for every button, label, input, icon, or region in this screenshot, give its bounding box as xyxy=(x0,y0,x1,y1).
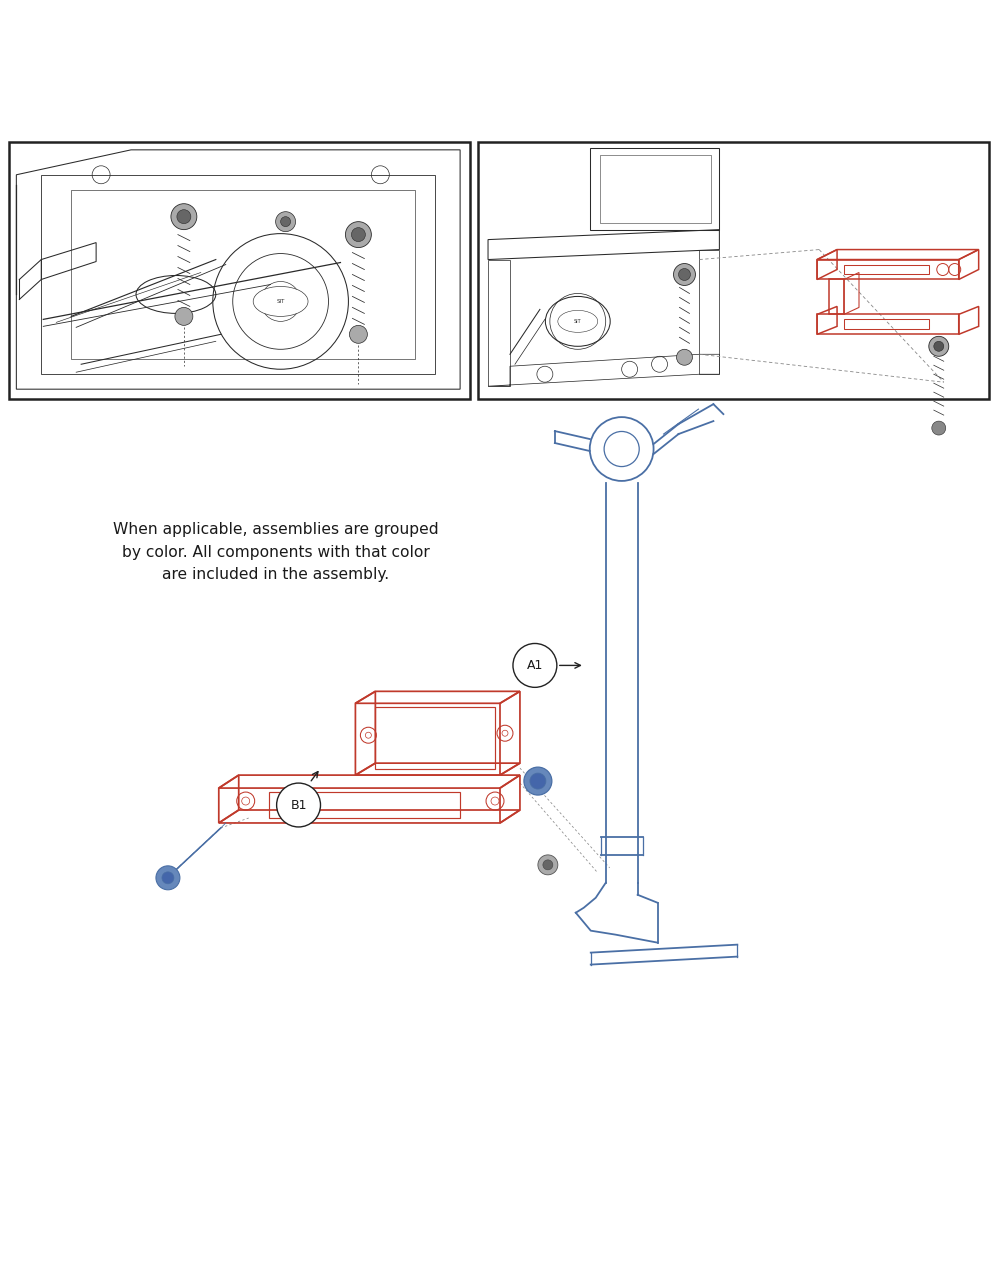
Ellipse shape xyxy=(253,286,308,317)
Circle shape xyxy=(162,872,174,884)
Text: A1: A1 xyxy=(527,659,543,672)
Circle shape xyxy=(277,783,320,827)
Circle shape xyxy=(177,209,191,224)
Circle shape xyxy=(677,350,692,365)
Circle shape xyxy=(171,204,197,229)
Circle shape xyxy=(349,326,367,343)
Circle shape xyxy=(345,222,371,247)
Bar xyxy=(478,142,989,399)
Circle shape xyxy=(513,644,557,688)
Circle shape xyxy=(281,217,291,227)
Circle shape xyxy=(929,336,949,356)
Circle shape xyxy=(932,421,946,435)
Circle shape xyxy=(538,855,558,874)
Circle shape xyxy=(351,228,365,242)
Text: B1: B1 xyxy=(290,798,307,812)
Circle shape xyxy=(156,865,180,889)
Circle shape xyxy=(934,341,944,351)
Circle shape xyxy=(679,269,690,280)
Text: SIT: SIT xyxy=(574,319,582,324)
Circle shape xyxy=(530,773,546,789)
Text: When applicable, assemblies are grouped
by color. All components with that color: When applicable, assemblies are grouped … xyxy=(113,522,438,583)
Circle shape xyxy=(543,860,553,870)
Circle shape xyxy=(524,767,552,796)
Text: SIT: SIT xyxy=(276,299,285,304)
Bar xyxy=(9,142,470,399)
Circle shape xyxy=(276,212,296,232)
Circle shape xyxy=(175,308,193,326)
Ellipse shape xyxy=(558,310,598,332)
Circle shape xyxy=(674,264,695,285)
